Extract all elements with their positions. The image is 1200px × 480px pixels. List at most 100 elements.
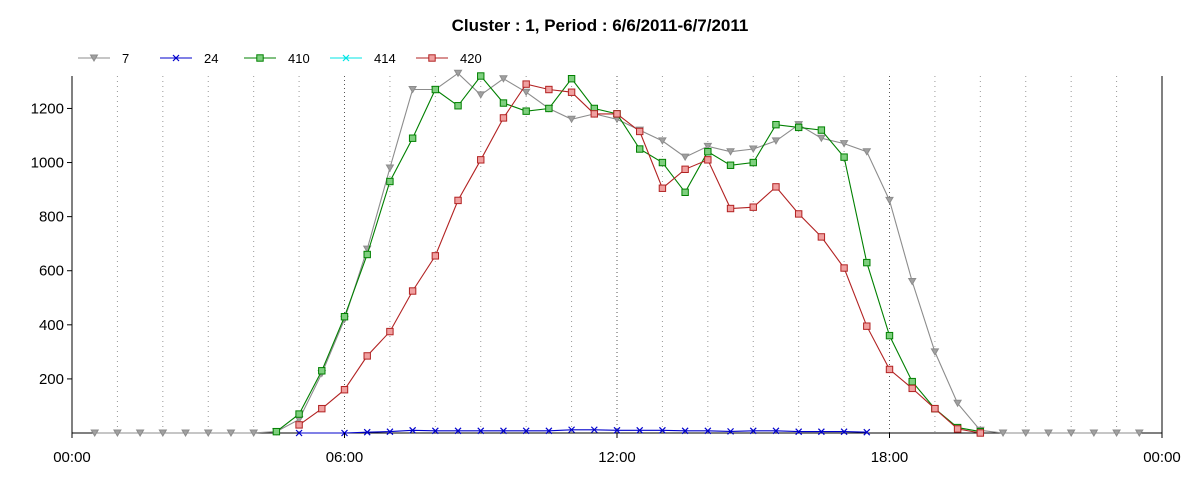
legend-label: 414 xyxy=(374,51,396,66)
data-point-7 xyxy=(726,148,735,156)
grid xyxy=(116,76,1118,433)
data-point-7 xyxy=(249,429,259,437)
marker-stroke xyxy=(795,428,803,436)
y-tick-label: 600 xyxy=(39,263,64,280)
chart-title: Cluster : 1, Period : 6/6/2011-6/7/2011 xyxy=(452,16,749,35)
data-point-420 xyxy=(545,85,553,94)
data-point-24 xyxy=(590,426,598,434)
series-layer xyxy=(90,69,1144,437)
marker-stroke xyxy=(386,428,394,436)
legend-item-7: 7 xyxy=(78,51,129,66)
data-point-7 xyxy=(703,142,713,151)
data-point-410 xyxy=(726,161,735,169)
series-420 xyxy=(295,80,985,437)
data-point-420 xyxy=(454,196,462,205)
marker-stroke xyxy=(431,427,439,435)
data-point-420 xyxy=(908,384,916,393)
data-point-410 xyxy=(658,158,667,167)
legend-marker xyxy=(256,54,264,62)
legend-marker xyxy=(428,54,436,62)
data-point-7 xyxy=(998,429,1008,437)
marker-stroke xyxy=(295,429,303,437)
data-point-420 xyxy=(636,127,644,136)
x-tick-label: 12:00 xyxy=(598,449,636,466)
data-point-420 xyxy=(772,183,780,191)
data-point-410 xyxy=(522,107,530,115)
legend-item-410: 410 xyxy=(244,51,310,66)
legend-label: 24 xyxy=(204,51,218,66)
data-point-7 xyxy=(521,88,531,97)
data-point-7 xyxy=(90,429,100,437)
data-point-420 xyxy=(340,386,349,394)
marker-stroke xyxy=(454,427,462,435)
data-point-7 xyxy=(181,429,190,437)
data-point-7 xyxy=(385,164,395,172)
marker-stroke xyxy=(749,427,757,435)
legend-marker xyxy=(172,54,180,62)
marker-stroke xyxy=(817,428,825,436)
data-point-24 xyxy=(817,428,825,436)
data-point-7 xyxy=(953,399,962,408)
data-point-420 xyxy=(704,156,712,164)
data-point-410 xyxy=(454,102,462,110)
marker-stroke xyxy=(409,426,417,434)
marker-stroke xyxy=(545,427,553,435)
marker-stroke xyxy=(840,428,848,436)
data-point-420 xyxy=(477,156,485,164)
data-point-420 xyxy=(953,425,962,433)
marker-stroke xyxy=(863,428,871,436)
data-point-410 xyxy=(408,134,417,142)
y-tick-label: 200 xyxy=(39,371,64,388)
data-point-24 xyxy=(409,426,417,434)
data-point-420 xyxy=(726,204,735,213)
data-point-410 xyxy=(477,72,485,80)
data-point-7 xyxy=(930,348,940,356)
marker-stroke xyxy=(500,427,507,435)
data-point-7 xyxy=(680,153,690,162)
data-point-410 xyxy=(794,123,803,132)
data-point-24 xyxy=(795,428,803,436)
legend-item-420: 420 xyxy=(416,51,482,66)
data-point-410 xyxy=(704,148,712,156)
data-point-410 xyxy=(749,158,757,167)
y-tick-label: 1000 xyxy=(31,155,64,172)
data-point-410 xyxy=(636,145,644,153)
data-point-420 xyxy=(613,110,621,118)
marker-stroke xyxy=(772,427,780,435)
x-axis-ticks: 00:00 06:00 12:00 18:00 00:00 xyxy=(53,433,1181,466)
data-point-420 xyxy=(567,88,576,96)
legend-marker xyxy=(89,54,99,62)
y-tick-label: 800 xyxy=(39,209,64,226)
marker-stroke xyxy=(477,427,485,435)
data-point-24 xyxy=(477,427,485,435)
data-point-7 xyxy=(567,115,576,124)
data-point-7 xyxy=(158,429,168,437)
data-point-7 xyxy=(771,137,781,145)
y-axis-ticks: 200 400 600 800 1000 1200 xyxy=(31,100,72,388)
marker-stroke xyxy=(727,427,734,435)
data-point-7 xyxy=(453,69,463,78)
data-point-7 xyxy=(817,134,826,143)
data-point-420 xyxy=(885,365,894,374)
series-7 xyxy=(90,69,1144,437)
data-point-7 xyxy=(1089,429,1099,437)
data-point-410 xyxy=(840,153,848,161)
data-point-420 xyxy=(431,252,440,260)
legend: 7 24 410 414 420 xyxy=(78,51,482,66)
data-point-24 xyxy=(568,426,576,434)
marker-stroke xyxy=(636,426,644,434)
data-point-24 xyxy=(704,427,712,435)
data-point-410 xyxy=(386,177,394,186)
data-point-420 xyxy=(817,233,826,241)
data-point-24 xyxy=(863,428,871,436)
series-line-7 xyxy=(94,72,1140,434)
marker-stroke xyxy=(172,54,180,62)
data-point-7 xyxy=(1044,429,1053,437)
data-point-7 xyxy=(1112,429,1121,437)
data-point-24 xyxy=(500,427,507,435)
data-point-420 xyxy=(295,421,303,429)
data-point-7 xyxy=(1021,429,1031,437)
data-point-410 xyxy=(318,367,326,375)
series-410 xyxy=(272,72,985,436)
